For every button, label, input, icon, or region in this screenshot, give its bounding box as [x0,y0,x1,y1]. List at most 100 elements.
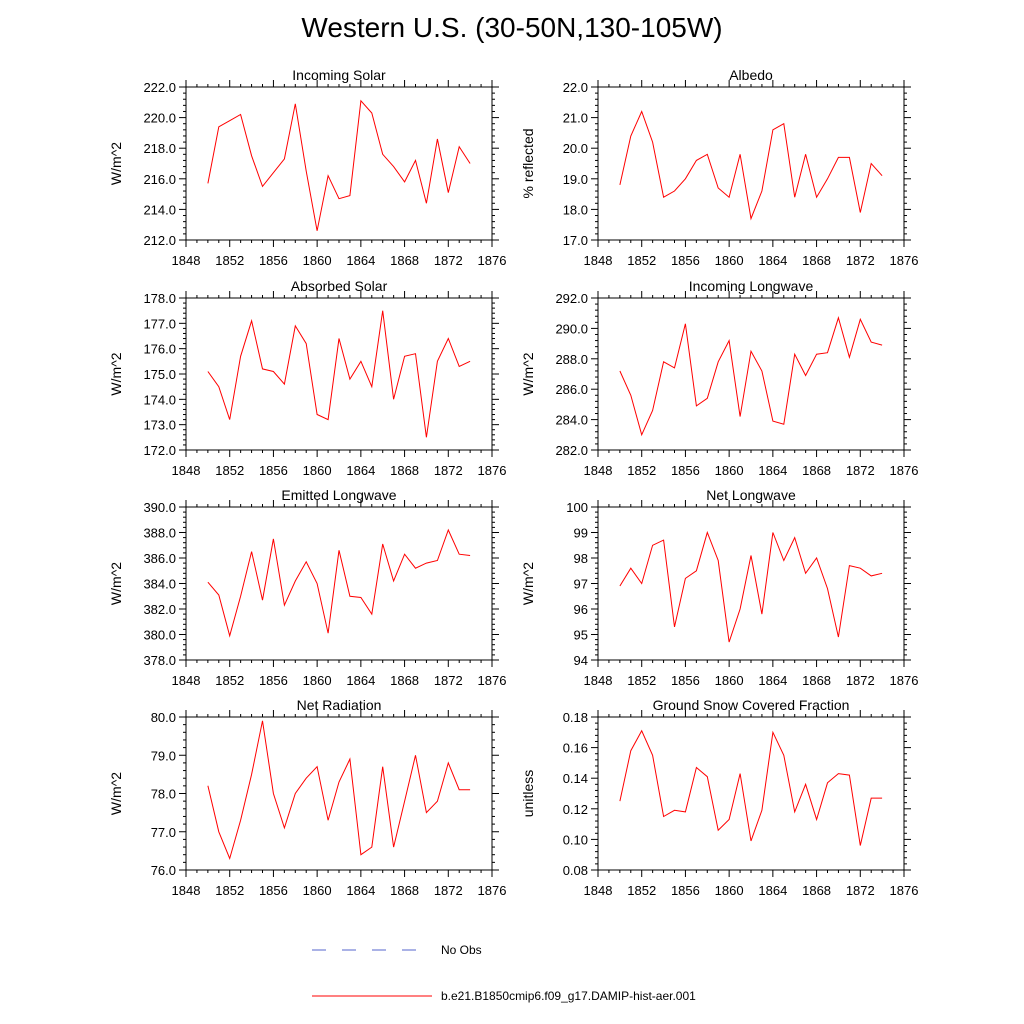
y-tick-label: 172.0 [143,443,176,458]
y-tick-label: 378.0 [143,653,176,668]
x-tick-label: 1868 [802,253,831,268]
y-axis-label: W/m^2 [108,772,124,815]
x-tick-label: 1872 [846,253,875,268]
plot-frame [597,716,905,871]
x-tick-label: 1852 [627,463,656,478]
y-tick-label: 384.0 [143,577,176,592]
y-tick-label: 218.0 [143,141,176,156]
y-tick-label: 175.0 [143,367,176,382]
panel-7: Net Radiation W/m^2 1848 1852 1856 1860 1864 18… [108,697,506,898]
y-tick-label: 76.0 [151,863,176,878]
x-tick-label: 1864 [346,673,375,688]
plot-frame [597,506,905,661]
y-tick-label: 282.0 [555,443,588,458]
y-tick-label: 96 [574,602,588,617]
x-tick-label: 1852 [627,883,656,898]
y-tick-label: 286.0 [555,382,588,397]
y-tick-label: 0.12 [563,802,588,817]
y-tick-label: 176.0 [143,342,176,357]
y-tick-label: 216.0 [143,172,176,187]
y-tick-label: 20.0 [563,141,588,156]
y-tick-label: 97 [574,577,588,592]
y-tick-label: 98 [574,551,588,566]
x-tick-label: 1856 [671,883,700,898]
y-tick-label: 173.0 [143,418,176,433]
y-axis-label: W/m^2 [520,352,536,395]
series-line-1 [619,110,883,221]
x-tick-label: 1868 [802,673,831,688]
y-tick-label: 0.16 [563,741,588,756]
page-title: Western U.S. (30-50N,130-105W) [301,12,723,43]
panel-title: Incoming Solar [292,67,386,83]
y-tick-label: 380.0 [143,628,176,643]
x-tick-label: 1864 [346,463,375,478]
y-tick-label: 292.0 [555,291,588,306]
y-tick-label: 22.0 [563,80,588,95]
x-tick-label: 1868 [390,883,419,898]
y-axis-label: W/m^2 [108,352,124,395]
x-tick-label: 1868 [390,673,419,688]
x-tick-label: 1872 [846,673,875,688]
x-tick-label: 1868 [802,883,831,898]
x-tick-label: 1872 [434,673,463,688]
panel-6: Net Longwave W/m^2 1848 1852 1856 1860 1864 186… [520,487,918,688]
panel-title: Albedo [729,67,773,83]
y-axis-label: W/m^2 [108,142,124,185]
panel-2: Albedo % reflected 1848 1852 1856 1860 1864 186… [520,67,918,268]
x-tick-label: 1860 [303,883,332,898]
x-tick-label: 1868 [390,463,419,478]
y-tick-label: 177.0 [143,316,176,331]
x-tick-label: 1856 [671,253,700,268]
x-tick-label: 1848 [172,883,201,898]
x-tick-label: 1852 [215,463,244,478]
x-tick-label: 1860 [715,253,744,268]
y-tick-label: 0.10 [563,832,588,847]
plot-frame [185,297,493,451]
series-line-1 [207,99,471,231]
panel-3: Absorbed Solar W/m^2 1848 1852 1856 1860 1864 1… [108,278,506,478]
panel-title: Net Radiation [297,697,382,713]
x-tick-label: 1860 [303,253,332,268]
y-tick-label: 80.0 [151,710,176,725]
x-tick-label: 1852 [215,253,244,268]
y-tick-label: 284.0 [555,413,588,428]
x-tick-label: 1872 [846,883,875,898]
x-tick-label: 1868 [802,463,831,478]
x-tick-label: 1856 [671,463,700,478]
x-tick-label: 1876 [890,463,919,478]
x-tick-label: 1876 [890,673,919,688]
x-tick-label: 1864 [346,883,375,898]
legend-obs-label: No Obs [441,943,482,957]
panel-title: Net Longwave [706,487,796,503]
x-tick-label: 1864 [758,673,787,688]
y-tick-label: 388.0 [143,526,176,541]
panel-1: Incoming Solar W/m^2 1848 1852 1856 1860 1864 1… [108,67,506,268]
x-tick-label: 1848 [172,253,201,268]
plot-frame [185,716,493,871]
y-tick-label: 99 [574,526,588,541]
x-tick-label: 1856 [259,883,288,898]
y-tick-label: 19.0 [563,172,588,187]
plot-frame [185,86,493,241]
x-tick-label: 1856 [259,463,288,478]
x-tick-label: 1872 [434,463,463,478]
y-tick-label: 0.18 [563,710,588,725]
x-tick-label: 1848 [172,673,201,688]
y-tick-label: 78.0 [151,787,176,802]
y-tick-label: 222.0 [143,80,176,95]
x-tick-label: 1848 [584,463,613,478]
y-tick-label: 94 [574,653,588,668]
series-line-1 [207,528,471,638]
x-tick-label: 1876 [478,253,507,268]
y-axis-label: W/m^2 [520,562,536,605]
series-line-1 [207,310,471,438]
x-tick-label: 1852 [215,883,244,898]
x-tick-label: 1876 [890,883,919,898]
panel-title: Ground Snow Covered Fraction [653,697,850,713]
x-tick-label: 1876 [478,463,507,478]
y-axis-label: W/m^2 [108,562,124,605]
y-tick-label: 288.0 [555,352,588,367]
y-tick-label: 178.0 [143,291,176,306]
y-tick-label: 18.0 [563,202,588,217]
y-tick-label: 95 [574,628,588,643]
